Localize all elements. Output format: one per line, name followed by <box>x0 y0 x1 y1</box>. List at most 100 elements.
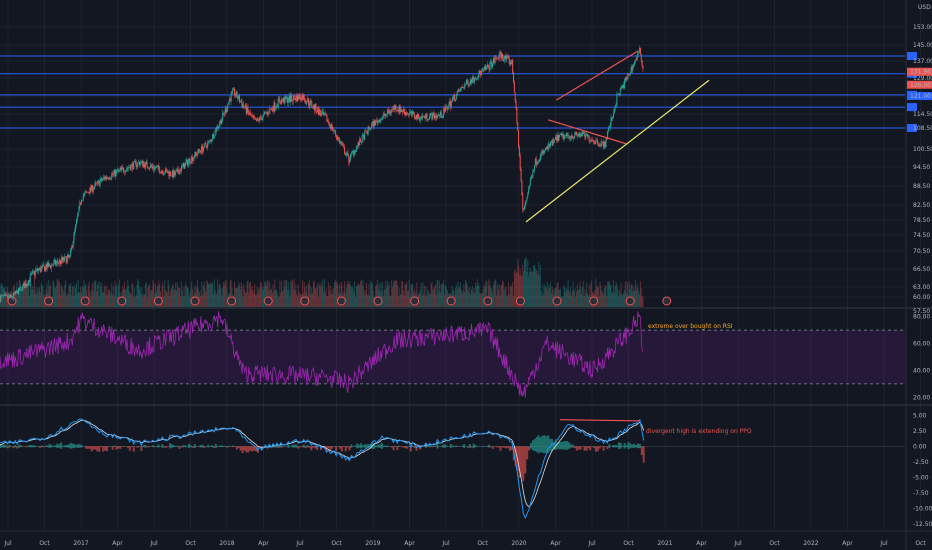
candle-body <box>418 117 420 121</box>
volume-bar <box>469 287 471 307</box>
time-axis-label: 2022 <box>803 540 818 547</box>
ppo-histogram-bar <box>142 445 145 448</box>
volume-bar <box>590 283 592 307</box>
candle-body <box>411 111 413 116</box>
ppo-histogram-bar <box>71 443 74 449</box>
ppo-histogram-bar <box>132 446 135 452</box>
volume-bar <box>367 295 369 307</box>
candle-body <box>140 161 142 164</box>
volume-bar <box>637 287 639 307</box>
volume-bar <box>316 287 318 307</box>
candle-body <box>99 181 101 186</box>
horizontal-levels[interactable] <box>0 52 917 132</box>
candle-body <box>622 84 624 86</box>
ppo-histogram-bar <box>337 446 340 447</box>
ppo-histogram-bar <box>411 445 414 448</box>
volume-bar <box>282 289 284 307</box>
candle-body <box>209 140 211 141</box>
candle-body <box>508 58 510 64</box>
candle-body <box>212 134 214 138</box>
earnings-marker <box>153 296 163 306</box>
volume-bar <box>623 289 625 307</box>
volume-bar <box>272 284 274 307</box>
volume-bar <box>481 293 483 307</box>
candle-body <box>81 200 83 204</box>
candle-body <box>295 95 297 101</box>
candle-body <box>563 136 565 140</box>
ppo-histogram-bar <box>241 446 244 454</box>
price-scale-label: 100.50 <box>913 146 932 153</box>
volume-bar <box>429 293 431 307</box>
candle-body <box>506 56 508 60</box>
ppo-histogram-bar <box>528 446 531 451</box>
volume-bar <box>385 280 387 307</box>
volume-bar <box>461 293 463 307</box>
volume-bar <box>259 288 261 307</box>
candle-body <box>14 291 16 294</box>
volume-bar <box>130 294 132 307</box>
candle-body <box>432 112 434 120</box>
volume-bar <box>209 283 211 307</box>
candle-body <box>207 142 209 148</box>
volume-bar <box>630 284 632 307</box>
volume-bar <box>513 295 515 307</box>
volume-bar <box>542 284 544 307</box>
ppo-histogram-bar <box>174 445 177 447</box>
candle-body <box>322 111 324 113</box>
candle-body <box>560 133 562 135</box>
volume-bar <box>297 296 299 307</box>
volume-bar <box>456 289 458 307</box>
candle-body <box>176 168 178 171</box>
volume-bar <box>318 284 320 307</box>
candle-body <box>595 139 597 144</box>
ppo-histogram-bar <box>251 446 254 452</box>
drawings[interactable] <box>525 50 710 223</box>
price-scale-label: 78.50 <box>913 217 930 224</box>
volume-bar <box>167 280 169 307</box>
candle-body <box>128 167 130 169</box>
candle-body <box>476 78 478 80</box>
volume-bar <box>20 292 22 307</box>
candle-body <box>10 294 12 297</box>
ppo-histogram-bar <box>514 446 517 467</box>
volume-bar <box>636 284 638 307</box>
ppo-histogram-bar <box>291 445 294 448</box>
volume-bar <box>65 296 67 307</box>
candle-body <box>623 79 625 89</box>
candle-body <box>60 257 62 264</box>
volume-bar <box>110 293 112 307</box>
ppo-histogram-bar <box>489 446 492 448</box>
volume-bar <box>482 289 484 307</box>
currency-label: USD <box>918 4 931 11</box>
ppo-histogram-bar <box>0 444 3 448</box>
candle-body <box>4 294 6 296</box>
candle-body <box>2 295 4 296</box>
rsi-annotation[interactable]: extreme over bought on RSI <box>648 323 733 330</box>
candle-body <box>249 112 251 115</box>
ppo-histogram-bar <box>123 446 126 448</box>
candle-body <box>458 89 460 92</box>
candle-body <box>561 133 563 136</box>
candle-body <box>197 148 199 154</box>
candle-body <box>0 297 1 302</box>
volume-bar <box>534 265 536 307</box>
volume-bar <box>171 285 173 307</box>
volume-bar <box>346 283 348 307</box>
volume-bar <box>639 294 641 307</box>
volume-bar <box>549 288 551 307</box>
ppo-histogram-bar <box>37 446 40 447</box>
volume-bar <box>80 286 82 307</box>
volume-bar <box>179 288 181 307</box>
candle-body <box>269 108 271 114</box>
volume-bar <box>621 295 623 307</box>
candle-body <box>123 171 125 173</box>
candle-body <box>285 95 287 99</box>
ppo-annotation[interactable]: divergent high is extending on PPO <box>646 428 752 435</box>
ppo-histogram-bar <box>228 445 231 447</box>
volume-bar <box>128 285 130 307</box>
candle-body <box>317 108 319 113</box>
candle-body <box>539 154 541 160</box>
candle-body <box>247 107 249 112</box>
candle-body <box>571 135 573 139</box>
